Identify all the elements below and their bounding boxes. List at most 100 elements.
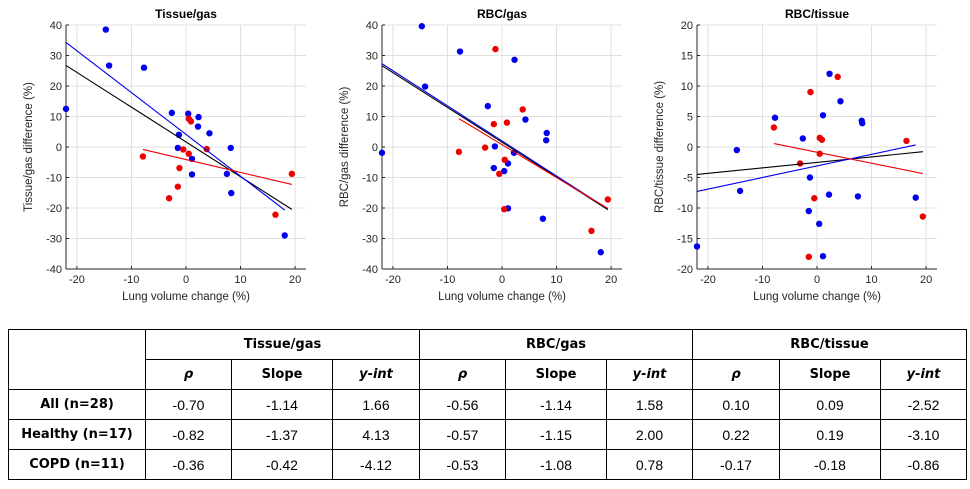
copd-data-point [496,170,503,178]
group-header-tissue-gas: Tissue/gas [145,329,420,360]
healthy-data-point [140,64,148,71]
cell-value: -0.70 [145,389,232,420]
cell-value: -0.53 [419,449,506,480]
copd-fit-line [458,118,609,209]
y-tick-label: 30 [366,51,378,63]
cell-value: -1.14 [231,389,333,420]
y-tick-label: 0 [56,142,62,154]
x-tick-label: 20 [605,274,617,286]
x-tick-label: 10 [550,274,562,286]
subheader-slope: Slope [779,359,881,390]
cell-value: -1.15 [505,419,607,450]
healthy-data-point [859,120,866,127]
x-tick-label: -10 [755,274,771,286]
copd-data-point [185,150,192,157]
y-tick-label: -40 [46,264,62,276]
plot-tissue-gas: -20 -10 0 10 20 -40 -30 -20 -10 0 10 20 30 40 Tissue/… [23,7,306,303]
y-tick-label: 20 [50,81,62,93]
healthy-data-point [826,70,833,78]
healthy-data-point [281,232,288,239]
copd-data-point [455,148,463,156]
healthy-data-point [228,189,235,197]
healthy-data-point [733,146,741,154]
healthy-fit-line [381,63,609,210]
y-tick-label: -20 [677,264,693,276]
y-tick-label: 10 [366,112,378,124]
healthy-data-point [806,174,814,181]
copd-data-point [805,253,813,260]
table-subheader-row: ρ Slope y-int ρ Slope y-int ρ Slope y-in… [9,359,967,390]
y-tick-label: 10 [681,81,693,93]
cell-value: -0.17 [692,449,780,480]
subheader-rho: ρ [419,359,506,390]
copd-data-point [174,183,182,190]
copd-data-point [796,160,804,167]
healthy-data-point [597,249,604,256]
healthy-data-point [837,98,844,105]
scatter-plots: -20 -10 0 10 20 -40 -30 -20 -10 0 10 20 30 40 Tissue/… [23,7,937,303]
healthy-data-point [799,135,807,142]
subheader-yint: y-int [606,359,693,390]
x-axis-label: Lung volume change (%) [122,291,250,303]
healthy-data-point [815,220,823,228]
subheader-yint: y-int [332,359,420,390]
y-tick-label: 40 [366,20,378,32]
copd-data-point [139,153,147,160]
cell-value: 0.09 [779,389,881,420]
copd-data-point [834,73,841,81]
copd-data-point [272,211,279,218]
y-tick-label: -30 [362,234,378,246]
healthy-data-point [378,149,386,156]
y-tick-label: 10 [50,112,62,124]
subheader-yint: y-int [880,359,967,390]
subheader-rho: ρ [145,359,232,390]
healthy-data-point [825,191,833,198]
healthy-data-point [227,144,234,152]
x-tick-label: 20 [289,274,301,286]
y-tick-label: 40 [50,20,62,32]
y-tick-label: -40 [362,264,378,276]
copd-data-point [203,145,210,153]
y-tick-label: -10 [677,203,693,215]
cell-value: -0.82 [145,419,232,450]
healthy-data-point [418,23,426,30]
table-row-healthy: Healthy (n=17) -0.82 -1.37 4.13 -0.57 -1… [8,419,967,450]
healthy-data-point [194,123,202,130]
copd-data-point [490,120,498,128]
x-tick-label: 0 [499,274,505,286]
x-tick-label: -20 [385,274,401,286]
cell-value: -0.18 [779,449,881,480]
y-tick-label: 20 [681,20,693,32]
cell-value: 4.13 [332,419,420,450]
healthy-data-point [542,137,550,144]
group-header-rbc-tissue: RBC/tissue [692,329,967,360]
healthy-fit-line [696,144,916,192]
healthy-data-point [206,130,213,137]
cell-value: -0.56 [419,389,506,420]
table-row-copd: COPD (n=11) -0.36 -0.42 -4.12 -0.53 -1.0… [8,449,967,480]
copd-data-point [919,213,927,220]
x-tick-label: 20 [920,274,932,286]
table-row-all: All (n=28) -0.70 -1.14 1.66 -0.56 -1.14 … [8,389,967,420]
y-tick-label: 30 [50,51,62,63]
x-tick-label: -20 [700,274,716,286]
copd-data-point [903,137,910,145]
copd-data-point [818,136,826,143]
healthy-data-point [736,187,744,195]
healthy-data-point [223,170,231,178]
copd-data-point [187,118,195,125]
copd-data-point [481,144,489,151]
cell-value: -1.14 [505,389,607,420]
y-tick-label: 5 [687,112,693,124]
healthy-data-point [490,164,498,172]
copd-data-point [519,106,526,113]
healthy-data-point [912,194,919,201]
x-tick-label: -10 [124,274,140,286]
healthy-data-point [195,113,202,121]
healthy-data-point [491,143,499,150]
healthy-data-point [456,48,464,55]
y-tick-label: -20 [46,203,62,215]
row-label: COPD (n=11) [8,449,146,480]
copd-data-point [770,124,778,131]
healthy-data-point [484,102,492,110]
